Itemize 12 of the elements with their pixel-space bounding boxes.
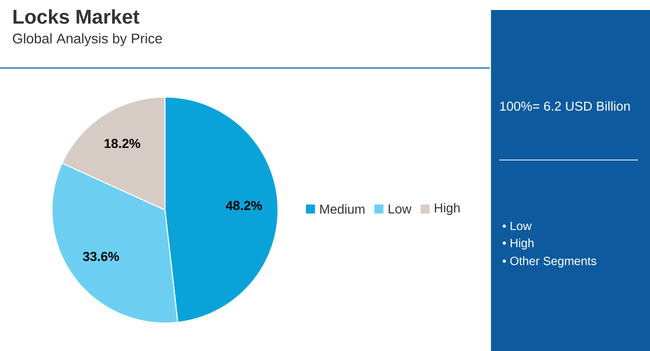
- data-label: 33.6%: [82, 252, 120, 262]
- chart-title: Locks Market: [14, 9, 140, 24]
- chart-subtitle: Global Analysis by Price: [12, 33, 162, 46]
- data-label: 18.2%: [104, 138, 140, 148]
- text: • Low: [502, 222, 532, 230]
- text: • Other Segments: [502, 256, 596, 268]
- legend-label: High: [434, 202, 460, 216]
- legend-label: Low: [388, 204, 412, 214]
- legend-label: Medium: [320, 204, 364, 214]
- data-label: 48.2%: [226, 200, 262, 210]
- text: 100%= 6.2 USD Billion: [500, 101, 630, 111]
- text: • High: [502, 238, 534, 250]
